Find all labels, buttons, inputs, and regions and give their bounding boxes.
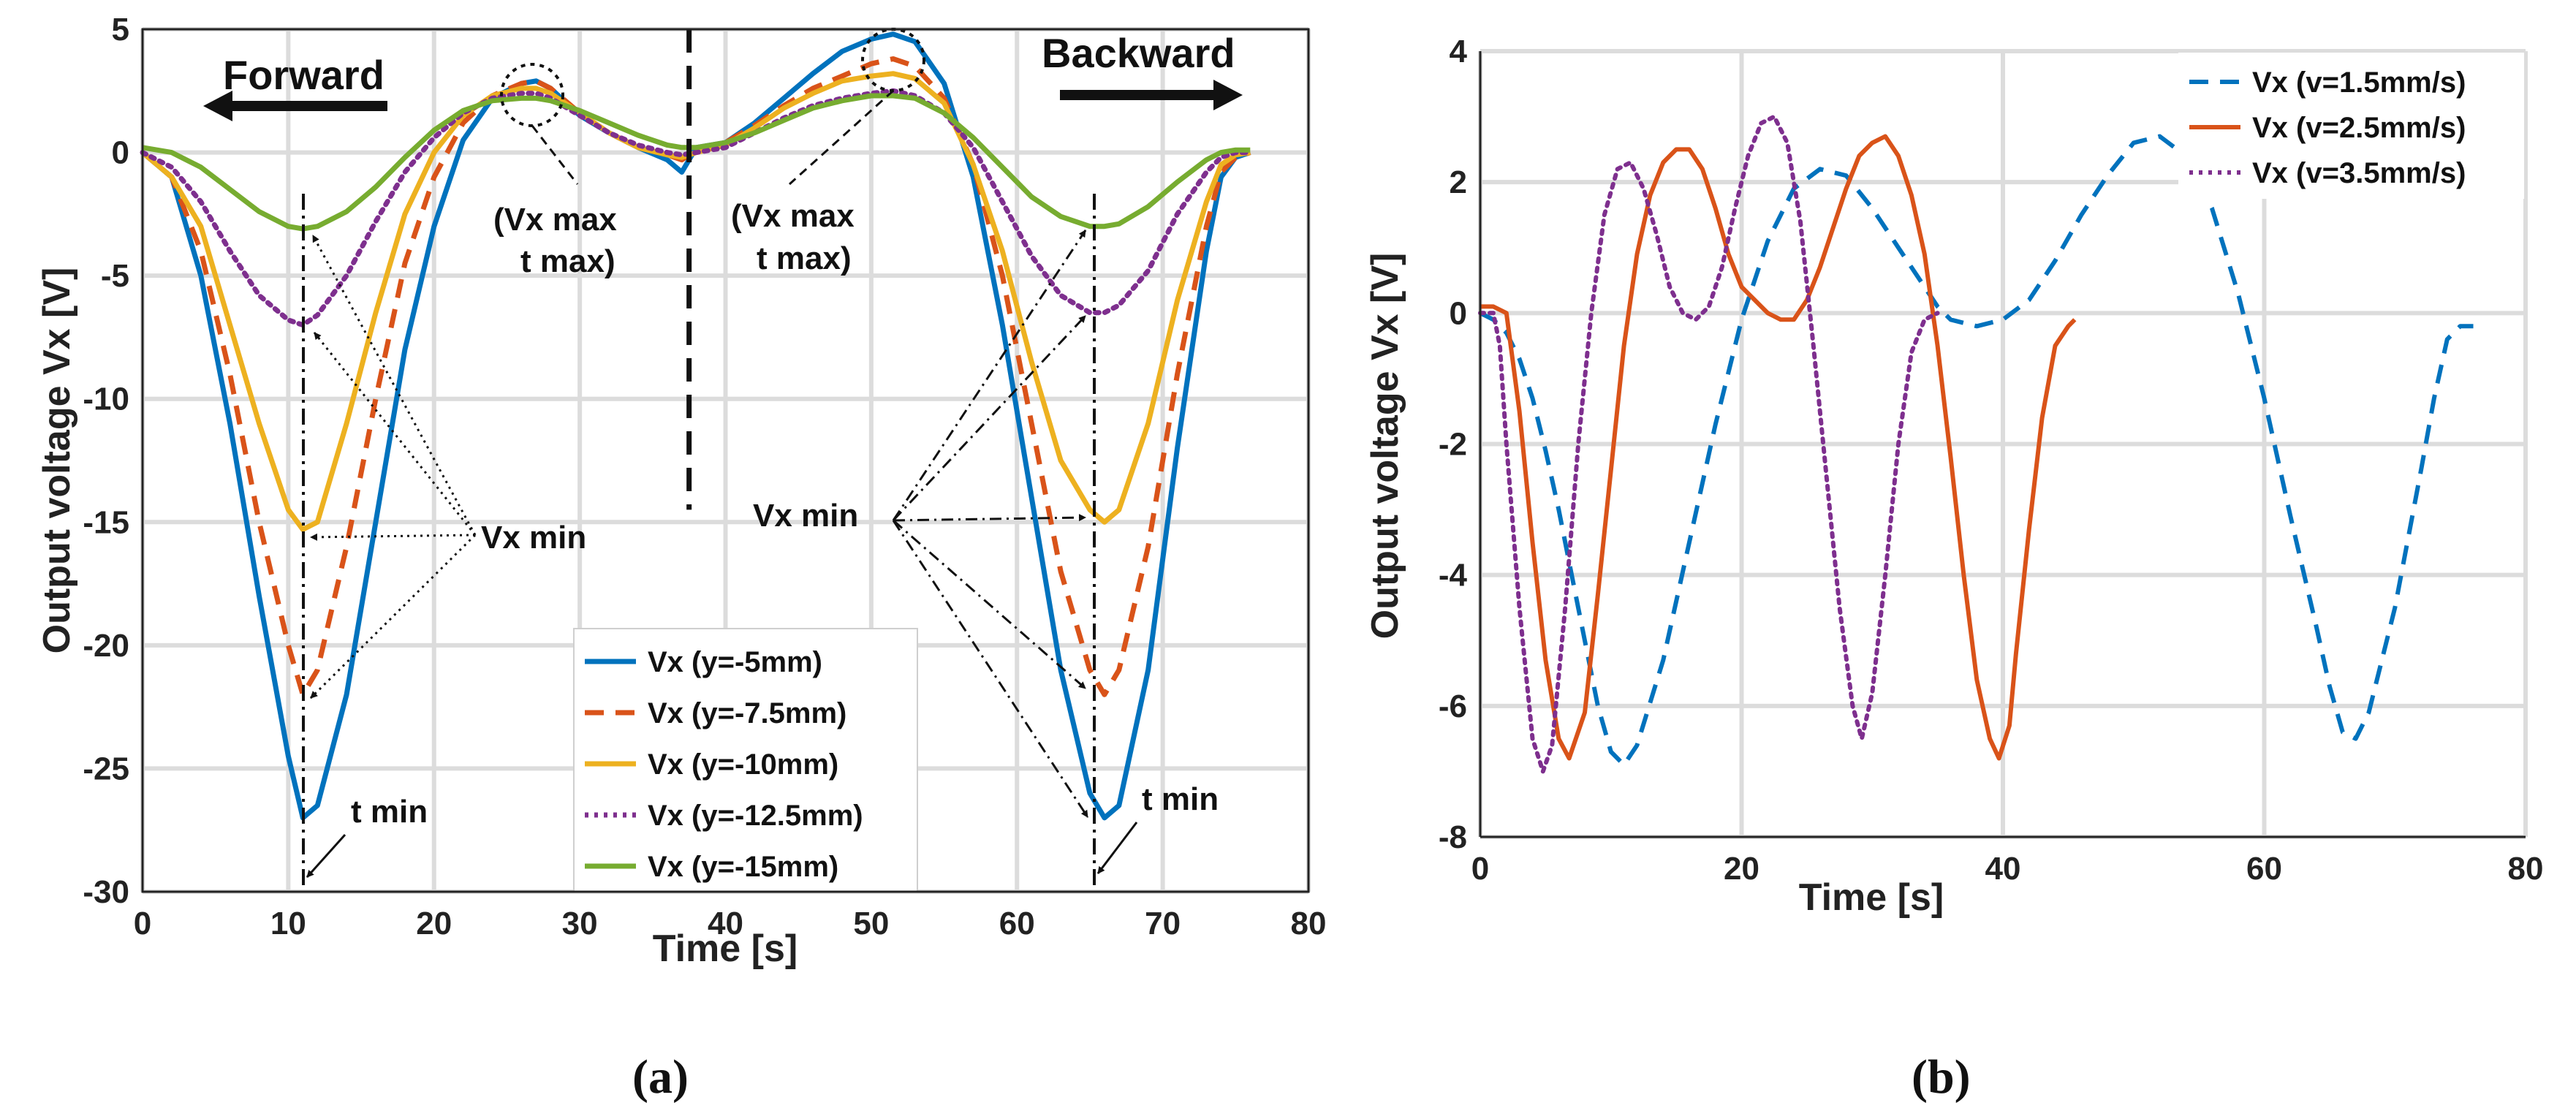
t-min-pointer-forward [306, 833, 346, 879]
panel-b-y-tick-label: 4 [1450, 34, 1468, 69]
panel-a-y-axis-label: Output voltage Vx [V] [36, 268, 78, 654]
vx-min-pointers-forward [309, 235, 477, 699]
panel-a-legend-box [573, 628, 918, 892]
panel-a-y-tick-label: 0 [112, 135, 129, 171]
backward-label: Backward [1042, 30, 1235, 76]
panel-a-x-tick-label: 40 [708, 906, 743, 941]
panel-a-legend-label: Vx (y=-10mm) [648, 748, 838, 781]
panel-a-y-tick-label: -10 [83, 382, 129, 417]
panel-b-x-tick-label: 0 [1471, 851, 1489, 887]
panel-b-chart: Vx (v=1.5mm/s) Vx (v=2.5mm/s) Vx (v=3.5mm/… [1364, 34, 2543, 919]
panel-b-x-tick-label: 80 [2508, 851, 2544, 887]
vx-min-label-backward: Vx min [753, 498, 858, 534]
panel-a-y-tick-label: -15 [83, 504, 129, 540]
panel-b-x-tick-label: 40 [1985, 851, 2021, 887]
panel-a-legend-label: Vx (y=-5mm) [648, 646, 822, 678]
panel-a-legend-label: Vx (y=-15mm) [648, 851, 838, 883]
panel-a-x-axis-label: Time [s] [653, 928, 798, 970]
right-arrow-icon [1213, 80, 1243, 110]
panel-b-legend-label: Vx (v=2.5mm/s) [2252, 112, 2466, 144]
panel-a-y-tick-label: -25 [83, 751, 129, 786]
panel-b-legend: Vx (v=1.5mm/s) Vx (v=2.5mm/s) Vx (v=3.5mm/… [2178, 53, 2524, 199]
t-max-label-2: t max) [757, 240, 852, 276]
panel-b-y-tick-label: -4 [1439, 558, 1468, 594]
panel-a-x-tick-label: 20 [416, 906, 452, 941]
t-min-label-backward: t min [1142, 781, 1219, 817]
caption-b: (b) [1912, 1050, 1971, 1104]
panel-b-series-line-2 [1480, 134, 2077, 761]
panel-b-legend-label: Vx (v=1.5mm/s) [2252, 67, 2466, 99]
panel-a-series-line-2 [140, 56, 1251, 697]
panel-a-y-tick-label: -30 [83, 874, 129, 910]
panel-a-x-tick-label: 80 [1291, 906, 1327, 941]
caption-a: (a) [632, 1050, 689, 1104]
forward-label: Forward [223, 52, 384, 98]
backward-arrow [1060, 80, 1243, 110]
panel-b-legend-label: Vx (v=3.5mm/s) [2252, 157, 2466, 189]
vx-min-label-forward: Vx min [481, 520, 586, 556]
t-min-label-forward: t min [351, 794, 428, 830]
panel-a-legend: Vx (y=-5mm) Vx (y=-7.5mm) Vx (y=-10mm) Vx (… [573, 628, 918, 892]
panel-b-x-axis-label: Time [s] [1799, 876, 1944, 919]
panel-a-x-tick-label: 30 [562, 906, 598, 941]
panel-b-y-tick-label: -2 [1439, 427, 1467, 463]
panel-a-y-tick-label: -5 [101, 258, 129, 294]
panel-a-x-tick-label: 70 [1145, 906, 1181, 941]
panel-a-x-tick-label: 0 [134, 906, 151, 941]
vx-max-pointer-backward [788, 89, 895, 186]
panel-a-legend-label: Vx (y=-7.5mm) [648, 697, 846, 729]
panel-a-y-tick-label: -20 [83, 628, 129, 664]
panel-a-y-tick-label: 5 [112, 12, 129, 48]
vx-max-label-2: (Vx max [731, 198, 855, 234]
t-min-pointer-backward [1096, 822, 1138, 874]
panel-b-y-tick-label: 2 [1450, 164, 1467, 200]
panel-b-y-axis-label: Output voltage Vx [V] [1364, 253, 1406, 640]
t-max-label-1: t max) [520, 243, 615, 279]
panel-a-ticks: 0 10 20 30 40 50 60 70 80 -30 -25 -20 -15 -10 -5 0 5 [83, 12, 1326, 941]
panel-a-x-tick-label: 10 [270, 906, 306, 941]
panel-b-y-tick-label: 0 [1450, 295, 1467, 331]
vx-max-pointer-forward [531, 125, 579, 185]
panel-b-y-tick-label: -8 [1439, 819, 1467, 855]
forward-arrow [203, 91, 387, 121]
panel-b-x-tick-label: 20 [1724, 851, 1759, 887]
panel-b-y-tick-label: -6 [1439, 689, 1467, 724]
panel-b-ticks: 0 20 40 60 80 -8 -6 -4 -2 0 2 4 [1439, 34, 2544, 887]
vx-max-label-1: (Vx max [493, 202, 617, 238]
panel-a-series [140, 31, 1253, 821]
panel-a-chart: Forward Backward (Vx max t max) (Vx max … [36, 12, 1326, 970]
left-arrow-icon [203, 91, 232, 121]
panel-b-series [1478, 114, 2474, 774]
panel-b-x-tick-label: 60 [2246, 851, 2282, 887]
panel-a-frame [141, 28, 1310, 893]
panel-a-series-line-4 [140, 88, 1253, 328]
panel-a-x-tick-label: 60 [999, 906, 1035, 941]
panel-b-series-line-3 [1478, 114, 1940, 774]
panel-a-legend-label: Vx (y=-12.5mm) [648, 800, 863, 832]
panel-a-series-line-5 [142, 93, 1251, 232]
panel-a-x-tick-label: 50 [853, 906, 889, 941]
vx-min-pointers-backward [892, 230, 1089, 818]
